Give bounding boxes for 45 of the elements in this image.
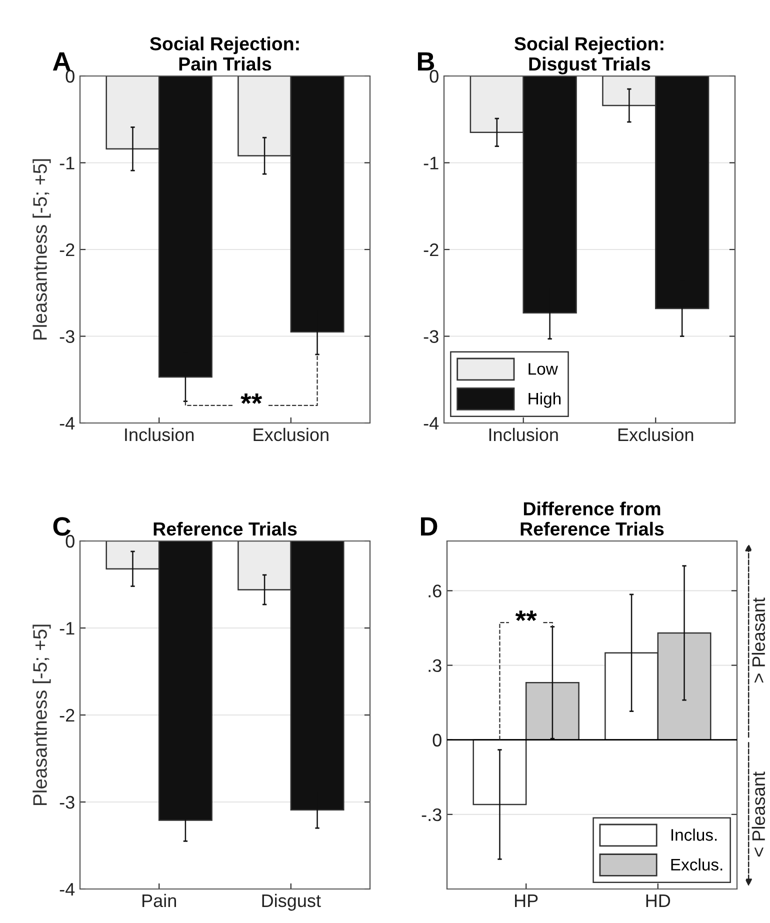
y-tick-label: -1 — [60, 622, 74, 635]
y-tick-label: -4 — [60, 417, 75, 430]
annotation: ** — [515, 610, 537, 621]
chart-title: Difference from Reference Trials — [520, 502, 664, 536]
y-tick-label: .6 — [428, 584, 442, 598]
chart-title: Reference Trials — [154, 522, 297, 536]
y-axis-title: Pleasantness [-5; +5] — [32, 624, 51, 806]
y-tick-label: -2 — [60, 708, 74, 722]
x-tick-label: Pain — [142, 894, 176, 908]
x-tick-label: Exclusion — [618, 428, 694, 442]
y-tick-label: -2 — [60, 243, 74, 256]
x-tick-label: Exclusion — [254, 428, 328, 442]
x-tick-label: HP — [515, 894, 538, 907]
legend-label: Inclus. — [671, 828, 717, 841]
y-tick-label: -3 — [424, 330, 438, 343]
chart-title: Social Rejection: Pain Trials — [150, 36, 299, 71]
legend-label: High — [528, 392, 561, 408]
text: > Pleasant — [752, 598, 766, 682]
x-tick-label: Inclusion — [489, 428, 558, 442]
text: C — [53, 517, 71, 536]
x-tick-label: Disgust — [262, 894, 321, 911]
y-tick-label: 0 — [66, 70, 74, 83]
y-tick-label: 0 — [430, 70, 438, 83]
x-tick-label: Inclusion — [125, 428, 194, 442]
y-tick-label: -2 — [424, 243, 438, 256]
y-tick-label: 0 — [66, 534, 74, 548]
y-tick-label: -4 — [60, 883, 75, 896]
text: < Pleasant — [752, 772, 766, 856]
text: B — [418, 52, 434, 71]
y-tick-label: 0 — [432, 734, 442, 747]
chart-title: Social Rejection: Disgust Trials — [514, 36, 664, 74]
annotation: ** — [240, 394, 262, 404]
y-tick-label: -3 — [60, 796, 74, 809]
y-tick-label: -1 — [60, 156, 74, 170]
y-tick-label: -3 — [60, 330, 74, 343]
y-axis-title: Pleasantness [-5; +5] — [32, 159, 51, 340]
y-tick-label: -1 — [424, 156, 438, 170]
legend-label: Exclus. — [671, 858, 722, 871]
text: D — [421, 517, 438, 536]
text: A — [52, 52, 71, 71]
y-tick-label: -.3 — [422, 808, 442, 822]
x-tick-label: HD — [646, 894, 670, 907]
legend-label: Low — [528, 363, 558, 375]
y-tick-label: .3 — [428, 659, 442, 672]
y-tick-label: -4 — [424, 417, 439, 430]
